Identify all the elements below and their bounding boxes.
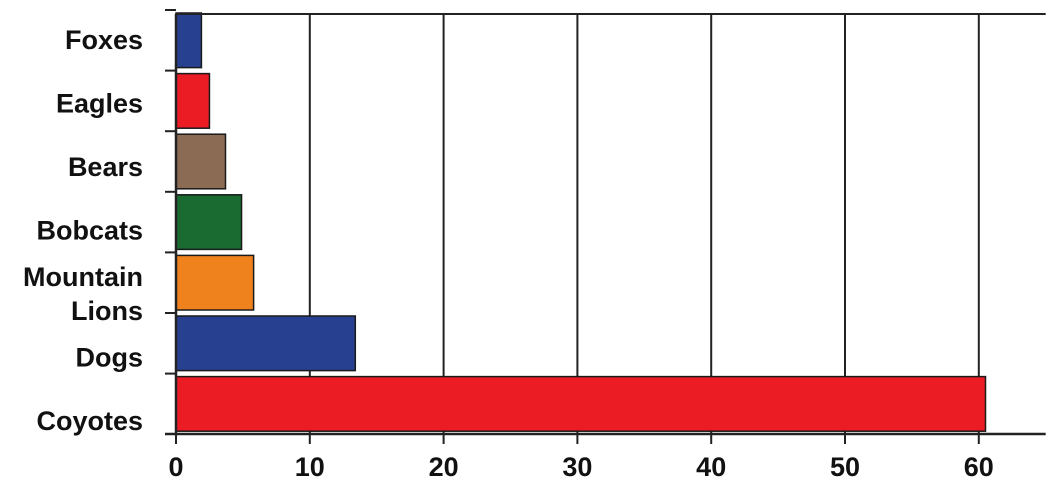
x-tick-label-0: 0 — [168, 452, 183, 478]
x-tick-label-30: 30 — [562, 452, 592, 478]
bar-dogs — [175, 315, 357, 372]
category-label-mountain-lions: Mountain Lions — [23, 262, 143, 326]
bar-bobcats — [175, 194, 243, 251]
bar-bears — [175, 133, 227, 190]
bar-mountain-lions — [175, 254, 255, 311]
x-tick-label-40: 40 — [696, 452, 726, 478]
bar-coyotes — [175, 375, 987, 432]
bar-foxes — [175, 12, 203, 69]
category-labels: Foxes Eagles Bears Bobcats Mountain Lions Dogs… — [23, 25, 143, 436]
category-label-bobcats: Bobcats — [36, 216, 143, 246]
x-tick-label-20: 20 — [429, 452, 459, 478]
category-label-bears: Bears — [68, 152, 143, 182]
bars — [175, 12, 987, 432]
category-label-foxes: Foxes — [65, 25, 143, 55]
category-label-coyotes: Coyotes — [36, 406, 143, 436]
x-tick-label-50: 50 — [830, 452, 860, 478]
bar-eagles — [175, 72, 211, 129]
category-label-dogs: Dogs — [76, 343, 144, 373]
gridlines — [308, 14, 980, 434]
axes — [165, 9, 1046, 444]
x-tick-labels: 0 10 20 30 40 50 60 — [168, 452, 993, 478]
x-tick-label-60: 60 — [964, 452, 994, 478]
category-label-eagles: Eagles — [56, 89, 143, 119]
x-tick-label-10: 10 — [295, 452, 325, 478]
